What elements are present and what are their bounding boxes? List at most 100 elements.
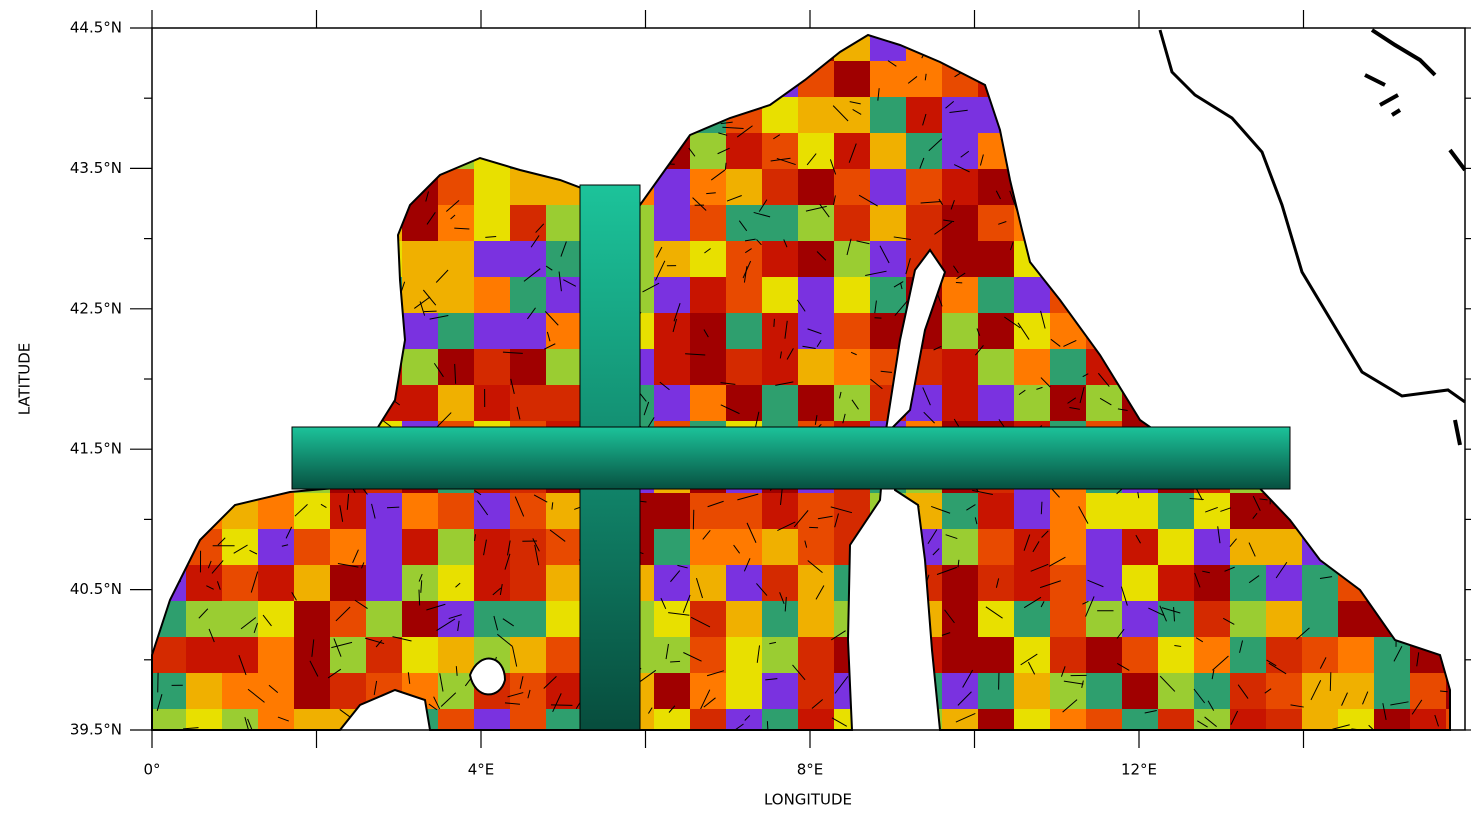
field-cell (438, 97, 474, 133)
field-cell (690, 169, 726, 205)
current-arrow (323, 108, 329, 112)
field-cell (654, 385, 690, 421)
field-cell (474, 385, 510, 421)
current-arrow (248, 438, 254, 440)
current-arrow (1357, 80, 1360, 95)
field-cell (150, 97, 186, 133)
field-cell (978, 25, 1014, 61)
field-cell (438, 313, 474, 349)
field-cell (330, 133, 366, 169)
field-cell (1158, 601, 1194, 637)
field-cell (258, 349, 294, 385)
field-cell (1302, 673, 1338, 709)
current-arrow (170, 430, 185, 434)
field-cell (402, 493, 438, 529)
current-arrow (1328, 380, 1339, 393)
current-arrow (1382, 543, 1397, 548)
field-cell (1014, 97, 1050, 133)
field-cell (1302, 493, 1338, 529)
field-cell (1050, 97, 1086, 133)
current-arrow (1019, 199, 1027, 202)
current-arrow (261, 85, 264, 102)
current-arrow (337, 165, 347, 183)
field-cell (1194, 637, 1230, 673)
current-arrow (1178, 178, 1190, 187)
current-arrow (1183, 270, 1190, 275)
field-cell (690, 493, 726, 529)
current-arrow (1082, 32, 1089, 34)
current-arrow (188, 421, 195, 426)
field-cell (546, 25, 582, 61)
current-arrow (1353, 570, 1357, 577)
current-arrow (465, 142, 473, 150)
current-arrow (945, 39, 958, 49)
field-cell (1158, 241, 1194, 277)
current-arrow (176, 55, 186, 68)
field-cell (186, 97, 222, 133)
field-cell (1194, 565, 1230, 601)
field-cell (1158, 709, 1194, 745)
current-arrow (182, 371, 197, 373)
field-cell (654, 565, 690, 601)
field-cell (1302, 601, 1338, 637)
current-arrow (1405, 55, 1407, 62)
current-arrow (305, 264, 326, 272)
field-cell (870, 529, 906, 565)
field-cell (1374, 709, 1410, 745)
current-arrow (891, 522, 896, 529)
field-cell (726, 673, 762, 709)
current-arrow (258, 298, 270, 315)
current-arrow (1313, 49, 1321, 57)
current-arrow (1444, 610, 1458, 625)
current-arrow (1179, 294, 1188, 306)
current-arrow (143, 545, 150, 550)
field-cell (834, 601, 870, 637)
field-cell (654, 169, 690, 205)
current-arrow (403, 170, 418, 182)
field-cell (690, 61, 726, 97)
current-arrow (1131, 62, 1143, 63)
current-arrow (189, 448, 190, 458)
field-cell (186, 277, 222, 313)
current-arrow (252, 292, 264, 302)
field-cell (402, 241, 438, 277)
field-cell (1050, 205, 1086, 241)
field-cell (330, 385, 366, 421)
current-arrow (753, 64, 758, 79)
current-arrow (852, 621, 853, 628)
field-cell (150, 565, 186, 601)
current-arrow (1425, 333, 1432, 339)
current-arrow (1413, 168, 1419, 170)
field-cell (402, 25, 438, 61)
current-arrow (1384, 14, 1392, 27)
current-arrow (252, 475, 264, 478)
field-cell (1410, 97, 1446, 133)
field-cell (438, 61, 474, 97)
field-cell (1266, 277, 1302, 313)
field-cell (906, 169, 942, 205)
field-cell (366, 97, 402, 133)
field-cell (1158, 493, 1194, 529)
field-cell (726, 133, 762, 169)
field-cell (402, 529, 438, 565)
current-arrow (258, 96, 273, 99)
current-arrow (296, 108, 302, 119)
current-arrow (370, 167, 373, 188)
current-arrow (463, 100, 469, 111)
field-cell (762, 601, 798, 637)
field-cell (798, 493, 834, 529)
field-cell (1302, 25, 1338, 61)
current-arrow (1134, 131, 1140, 135)
field-cell (1266, 61, 1302, 97)
field-cell (582, 61, 618, 97)
field-cell (906, 493, 942, 529)
field-cell (150, 277, 186, 313)
field-cell (1338, 529, 1374, 565)
field-cell (1158, 277, 1194, 313)
field-cell (1266, 601, 1302, 637)
field-cell (150, 421, 186, 457)
field-cell (762, 529, 798, 565)
current-arrow (1376, 44, 1377, 58)
field-cell (654, 277, 690, 313)
field-cell (510, 97, 546, 133)
